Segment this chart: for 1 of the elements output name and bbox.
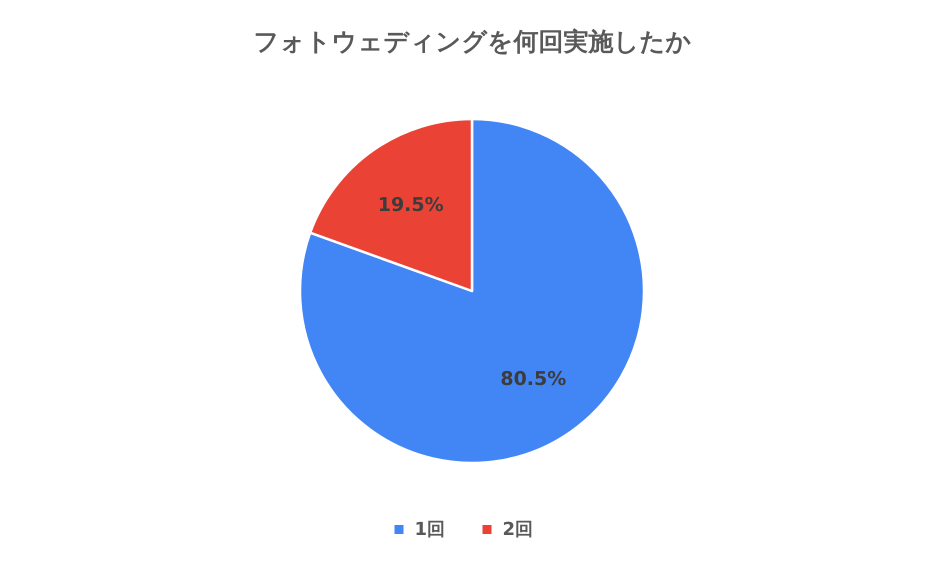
title: フォトウェディングを何回実施したか — [254, 27, 692, 56]
